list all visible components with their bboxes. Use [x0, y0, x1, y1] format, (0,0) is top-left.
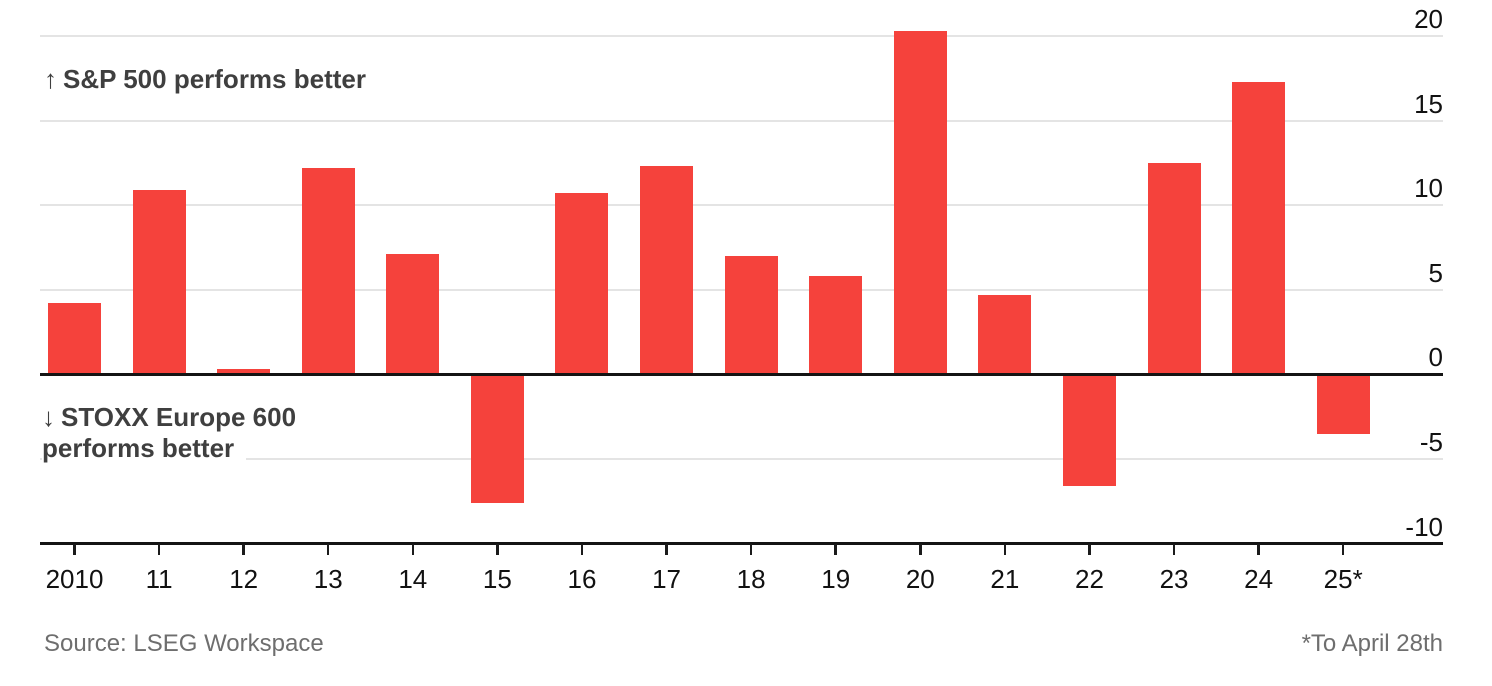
x-axis-label-22: 22 [1074, 564, 1104, 594]
x-tick-17 [665, 543, 668, 555]
x-tick-18 [749, 543, 753, 555]
y-axis-label-15: 15 [1414, 88, 1443, 119]
x-tick-16 [580, 543, 584, 555]
gridline-15 [40, 119, 1443, 122]
x-axis-label-14: 14 [398, 564, 428, 594]
x-tick-19 [834, 543, 837, 555]
bar-15 [470, 374, 524, 503]
annotation-sp500-text: S&P 500 performs better [63, 64, 366, 94]
gridline-10 [40, 204, 1443, 207]
x-tick-24 [1257, 543, 1260, 555]
bar-22 [1062, 374, 1116, 486]
x-tick-22 [1088, 543, 1091, 555]
down-arrow-icon: ↓ [42, 402, 55, 432]
annotation-stoxx-line1: ↓ STOXX Europe 600 [42, 402, 309, 433]
bar-20 [893, 30, 947, 375]
x-axis-label-12: 12 [229, 564, 259, 594]
bar-24 [1232, 81, 1286, 375]
y-axis-label-5: 5 [1428, 257, 1443, 288]
x-axis-label-13: 13 [313, 564, 343, 594]
x-axis-label-11: 11 [145, 564, 173, 594]
bar-11 [132, 189, 186, 375]
y-axis-label-0: 0 [1428, 342, 1443, 373]
bar-14 [386, 254, 440, 375]
x-axis-label-20: 20 [905, 564, 935, 594]
x-axis-label-21: 21 [990, 564, 1020, 594]
source-credit: Source: LSEG Workspace [44, 630, 324, 657]
x-axis-line [40, 542, 1443, 545]
x-tick-20 [919, 543, 922, 555]
gridline-20 [40, 35, 1443, 37]
footnote: *To April 28th [1301, 630, 1443, 657]
bar-13 [301, 167, 355, 375]
bar-18 [724, 255, 778, 375]
annotation-sp500: ↑ S&P 500 performs better [44, 63, 366, 95]
y-axis-label-10: 10 [1414, 173, 1443, 204]
y-axis-label--10: -10 [1405, 511, 1443, 542]
x-axis-label-2010: 2010 [45, 564, 104, 594]
bar-16 [555, 193, 609, 375]
bar-21 [978, 294, 1032, 375]
x-tick-2010 [73, 543, 76, 555]
x-tick-25 [1341, 543, 1345, 555]
x-axis-label-23: 23 [1159, 564, 1189, 594]
annotation-stoxx: ↓ STOXX Europe 600 performs better [42, 402, 309, 464]
bar-2010 [48, 303, 101, 375]
x-axis-label-16: 16 [567, 564, 597, 594]
bar-12 [217, 369, 271, 375]
x-axis-label-15: 15 [482, 564, 512, 594]
bar-19 [809, 276, 863, 375]
up-arrow-icon: ↑ [44, 64, 57, 94]
annotation-stoxx-text2: performs better [42, 433, 235, 463]
x-tick-11 [157, 543, 161, 555]
x-axis-label-18: 18 [736, 564, 766, 594]
y-axis-label-20: 20 [1414, 4, 1443, 34]
annotation-stoxx-line2: performs better [42, 433, 247, 464]
x-tick-15 [496, 543, 499, 555]
x-tick-12 [242, 543, 245, 555]
gridline--5 [40, 457, 1443, 460]
y-axis-label--5: -5 [1419, 426, 1443, 457]
annotation-stoxx-text1: STOXX Europe 600 [61, 402, 297, 432]
x-axis-label-17: 17 [652, 564, 681, 594]
bar-17 [640, 166, 694, 375]
bar-25 [1316, 374, 1370, 434]
x-axis-label-25: 25* [1323, 564, 1363, 594]
x-tick-21 [1003, 543, 1007, 555]
zero-line [40, 372, 1443, 376]
bar-23 [1147, 162, 1201, 375]
x-axis-label-19: 19 [821, 564, 851, 594]
x-tick-23 [1172, 543, 1176, 555]
x-tick-13 [326, 543, 330, 555]
x-axis-label-24: 24 [1244, 564, 1274, 594]
x-tick-14 [411, 543, 415, 555]
